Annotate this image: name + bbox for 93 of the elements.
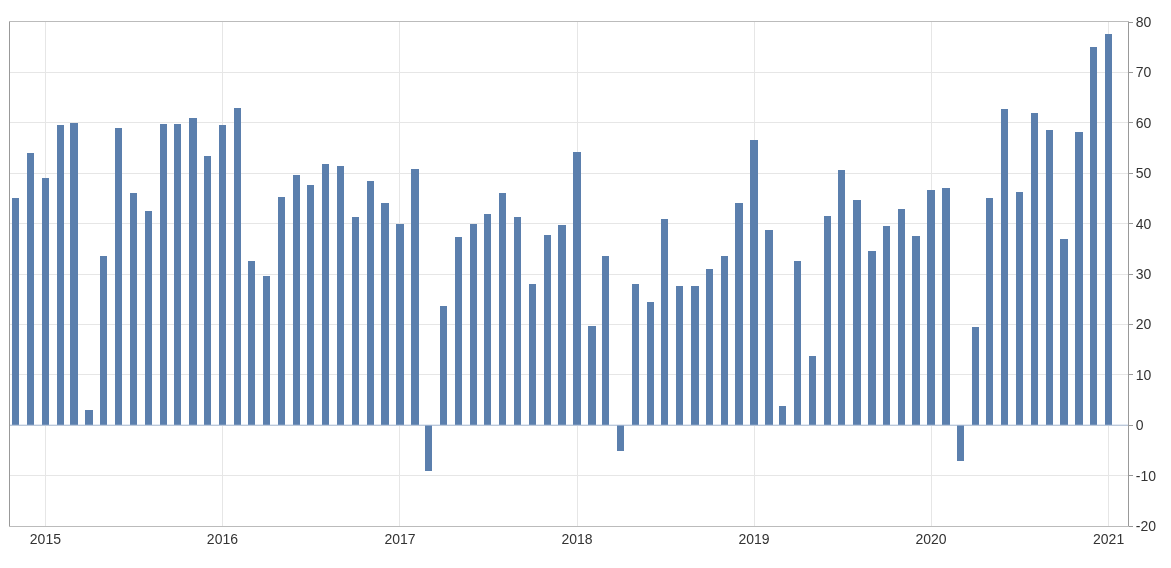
bar bbox=[912, 235, 920, 426]
bar bbox=[56, 125, 65, 426]
bar bbox=[956, 425, 964, 461]
y-tick-label: 50 bbox=[1135, 165, 1152, 182]
bar bbox=[411, 169, 419, 426]
bar bbox=[1045, 130, 1054, 426]
bar bbox=[853, 199, 861, 426]
x-tick-label: 2017 bbox=[384, 530, 416, 547]
bar bbox=[322, 163, 330, 426]
bar bbox=[203, 155, 212, 426]
bar bbox=[528, 284, 537, 426]
bar bbox=[927, 189, 935, 426]
y-tick-label: 40 bbox=[1135, 215, 1152, 232]
bar bbox=[484, 213, 492, 426]
bar bbox=[247, 261, 256, 426]
y-tick-label: -10 bbox=[1135, 467, 1157, 484]
bar bbox=[144, 211, 152, 426]
y-tick-label: 60 bbox=[1135, 114, 1152, 131]
bar bbox=[691, 286, 699, 426]
bar bbox=[720, 256, 729, 426]
bar bbox=[218, 125, 227, 426]
bar bbox=[1075, 131, 1083, 426]
bar bbox=[454, 236, 462, 426]
bar bbox=[750, 139, 758, 426]
bar bbox=[971, 326, 979, 426]
y-tick-label: -20 bbox=[1135, 517, 1157, 534]
bar bbox=[351, 216, 359, 426]
bar bbox=[558, 224, 566, 426]
bar bbox=[233, 107, 242, 426]
bar bbox=[868, 251, 876, 426]
bar bbox=[882, 225, 891, 426]
x-tick-label: 2016 bbox=[206, 530, 239, 547]
bar bbox=[1060, 239, 1068, 426]
bar bbox=[337, 165, 345, 426]
x-tick-label: 2019 bbox=[738, 530, 770, 547]
bar bbox=[174, 124, 182, 426]
bar bbox=[307, 185, 315, 426]
bar bbox=[823, 215, 831, 426]
bar bbox=[676, 286, 684, 426]
bar bbox=[381, 203, 389, 426]
bar bbox=[588, 325, 596, 426]
bar bbox=[646, 301, 654, 426]
bar bbox=[808, 356, 816, 426]
bar bbox=[779, 406, 787, 426]
bar bbox=[439, 305, 448, 426]
bar bbox=[794, 260, 802, 426]
bar bbox=[85, 410, 93, 426]
bar bbox=[159, 124, 167, 426]
y-tick-label: 20 bbox=[1135, 316, 1152, 333]
bar bbox=[514, 216, 522, 426]
bar bbox=[26, 153, 35, 426]
y-tick-label: 70 bbox=[1135, 64, 1152, 81]
x-tick-label: 2018 bbox=[561, 530, 593, 547]
y-tick-label: 80 bbox=[1135, 13, 1152, 30]
bar bbox=[573, 152, 581, 426]
bar bbox=[617, 425, 625, 452]
bar bbox=[1089, 47, 1098, 426]
bar bbox=[986, 198, 994, 426]
bar bbox=[129, 193, 137, 426]
bar bbox=[543, 234, 552, 426]
x-tick-label: 2021 bbox=[1093, 530, 1125, 547]
bar bbox=[262, 276, 271, 426]
bar bbox=[12, 198, 20, 426]
bar bbox=[292, 175, 300, 426]
bar bbox=[70, 122, 78, 426]
bar bbox=[41, 178, 50, 426]
x-tick-label: 2020 bbox=[915, 530, 947, 547]
bar bbox=[189, 117, 197, 426]
bar bbox=[1030, 112, 1039, 426]
bar bbox=[99, 256, 108, 426]
bar bbox=[705, 268, 714, 426]
x-tick-label: 2015 bbox=[29, 530, 62, 547]
y-tick-label: 30 bbox=[1135, 265, 1152, 282]
y-tick-label: 0 bbox=[1135, 417, 1144, 434]
bar bbox=[942, 187, 950, 426]
bar bbox=[499, 193, 507, 426]
bar bbox=[366, 180, 375, 426]
bar bbox=[765, 230, 773, 426]
y-tick-label: 10 bbox=[1135, 366, 1152, 383]
bar bbox=[735, 203, 743, 426]
bar bbox=[1104, 33, 1113, 426]
bar bbox=[115, 127, 123, 426]
bar bbox=[838, 170, 846, 426]
bar bbox=[396, 223, 404, 426]
bar bbox=[897, 209, 906, 426]
bar bbox=[277, 196, 285, 426]
bar bbox=[661, 218, 669, 426]
bar bbox=[601, 256, 610, 426]
bar bbox=[1015, 191, 1023, 426]
bar bbox=[469, 223, 477, 426]
bar bbox=[631, 284, 639, 426]
bar bbox=[424, 425, 433, 471]
bar bbox=[1001, 108, 1009, 426]
